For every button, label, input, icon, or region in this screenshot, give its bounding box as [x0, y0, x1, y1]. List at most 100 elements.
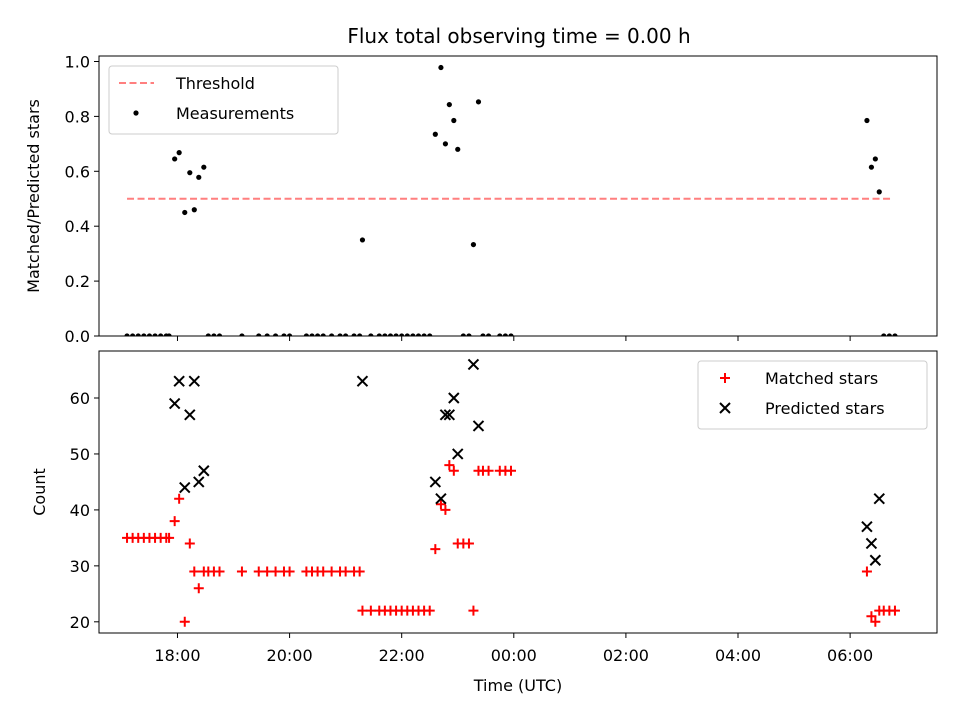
figure-title: Flux total observing time = 0.00 h: [347, 24, 690, 48]
measurements-point: [382, 333, 388, 336]
panel0-frame: [98, 55, 938, 337]
legend-label-threshold: Threshold: [175, 74, 255, 93]
matched-stars-point: [440, 504, 451, 515]
measurements-point: [211, 333, 217, 336]
matched-stars-point: [354, 566, 365, 577]
xtick-label: 06:00: [827, 646, 873, 665]
measurements-point: [141, 333, 147, 336]
predicted-stars-point: [865, 537, 878, 550]
panel1-ytick-label: 40: [70, 501, 90, 520]
matched-stars-point: [174, 493, 185, 504]
measurements-point: [264, 333, 270, 336]
measurements-point: [286, 333, 293, 336]
panel0-ytick-label: 0.8: [65, 107, 90, 126]
panel0-ylabel: Matched/Predicted stars: [24, 99, 43, 293]
predicted-stars-point: [429, 476, 442, 488]
matched-stars-point: [262, 566, 273, 577]
predicted-stars-point: [435, 493, 447, 505]
legend-key-predicted-stars: [719, 402, 731, 414]
panel1-plot-area: [122, 358, 900, 627]
matched-stars-point: [214, 566, 225, 577]
measurements-point: [135, 333, 141, 336]
matched-stars-point: [326, 566, 337, 577]
matched-stars-point: [284, 566, 295, 577]
measurements-point: [320, 333, 326, 336]
matched-stars-point: [444, 460, 455, 471]
measurements-point: [427, 333, 433, 336]
measurements-point: [256, 333, 262, 336]
matched-stars-point: [435, 499, 446, 510]
predicted-stars-point: [168, 397, 181, 410]
measurements-point: [415, 333, 422, 336]
predicted-stars-point: [443, 409, 456, 421]
panel0-legend: Threshold Measurements: [108, 65, 339, 135]
xlabel: Time (UTC): [473, 676, 562, 695]
measurements-point: [239, 333, 245, 336]
matched-stars-point: [189, 566, 200, 577]
measurements-point: [446, 101, 452, 108]
measurements-point: [497, 333, 503, 336]
predicted-stars-point: [179, 481, 191, 494]
panel1-frame: [98, 350, 938, 634]
predicted-stars-point: [356, 375, 369, 387]
legend-key-matched-stars: [720, 373, 730, 383]
matched-stars-point: [424, 605, 435, 616]
xtick-label: 02:00: [603, 646, 649, 665]
matched-stars-point: [448, 465, 459, 476]
measurements-point: [410, 333, 416, 336]
measurements-point: [475, 99, 482, 105]
bottom-panel-counts: 20 30 40 50 60 18:00 20:00 22:00 00:00 02:00 04:00…: [30, 350, 938, 695]
predicted-stars-point: [173, 375, 185, 387]
measurements-point: [368, 333, 374, 336]
panel1-ytick-label: 60: [70, 389, 90, 408]
predicted-stars-point: [448, 392, 460, 404]
measurements-point: [309, 333, 315, 336]
measurements-point: [281, 333, 287, 336]
panel0-ytick-label: 0.4: [65, 217, 90, 236]
matched-stars-point: [340, 566, 351, 577]
xtick-label: 00:00: [491, 646, 537, 665]
measurements-point: [191, 207, 197, 213]
predicted-stars-point: [873, 493, 885, 505]
matched-stars-point: [164, 532, 175, 543]
measurements-point: [466, 333, 472, 336]
measurements-point: [357, 333, 363, 336]
matched-stars-point: [357, 605, 368, 616]
panel1-legend: Matched stars Predicted stars: [697, 360, 928, 430]
measurements-point: [485, 333, 492, 336]
measurements-point: [886, 333, 892, 336]
measurements-point: [404, 333, 410, 336]
predicted-stars-point: [869, 554, 882, 566]
legend-key-measurements: [133, 110, 139, 116]
panel0-ytick-label: 0.0: [65, 327, 90, 346]
matched-stars-point: [179, 616, 190, 627]
measurements-point: [130, 333, 136, 336]
measurements-point: [442, 141, 449, 147]
panel1-ytick-label: 50: [70, 445, 90, 464]
matched-stars-point: [169, 516, 180, 527]
measurements-point: [315, 333, 321, 336]
legend-label-matched-stars: Matched stars: [765, 369, 878, 388]
measurements-point: [460, 333, 466, 336]
measurements-point: [351, 333, 357, 336]
measurements-point: [480, 333, 486, 336]
predicted-stars-point: [198, 465, 210, 477]
measurements-point: [864, 117, 870, 124]
xtick-label: 04:00: [715, 646, 761, 665]
legend-label-measurements: Measurements: [176, 104, 294, 123]
measurements-point: [158, 333, 164, 336]
measurements-point: [502, 333, 508, 336]
measurements-point: [337, 333, 343, 336]
legend-label-predicted-stars: Predicted stars: [765, 399, 885, 418]
panel0-ytick-label: 1.0: [65, 52, 90, 71]
measurements-point: [166, 333, 172, 336]
matched-stars-point: [483, 465, 494, 476]
matched-stars-point: [463, 538, 474, 549]
measurements-point: [196, 174, 202, 180]
measurements-point: [876, 189, 882, 195]
matched-stars-point: [193, 583, 204, 594]
measurements-point: [881, 333, 887, 336]
matched-stars-point: [270, 566, 281, 577]
matched-stars-point: [866, 611, 877, 622]
